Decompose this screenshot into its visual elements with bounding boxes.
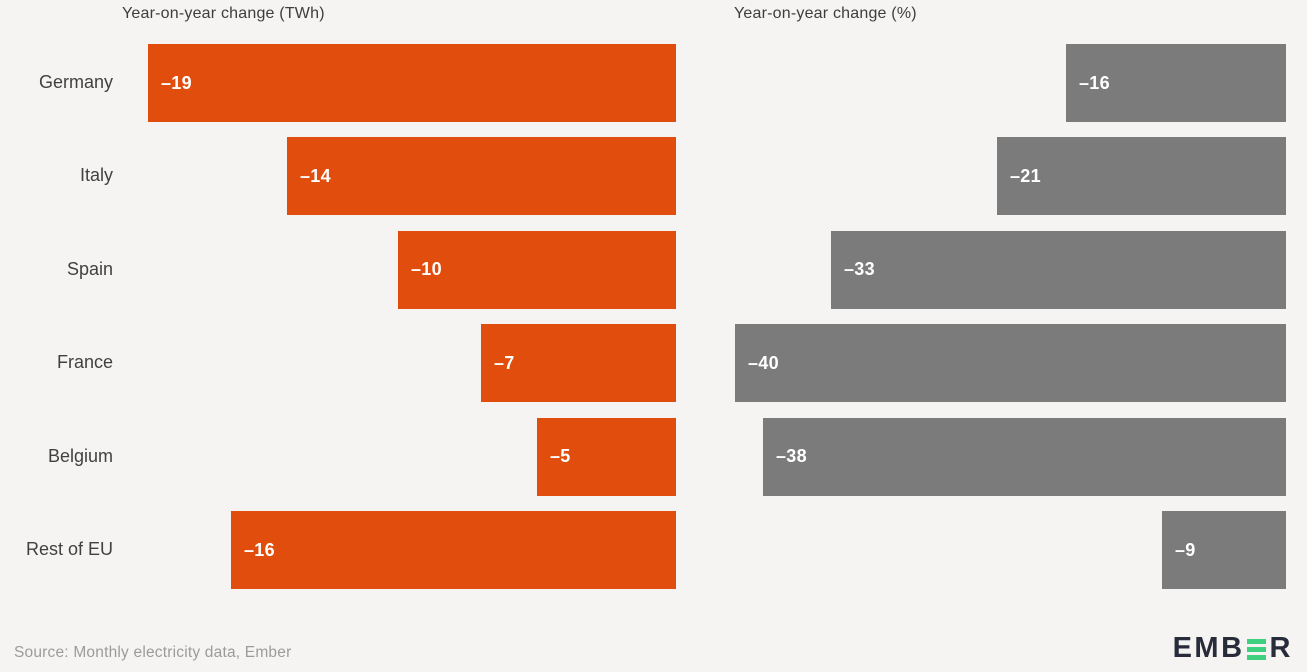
pct-bar-rest-of-eu: –9 [1162,511,1286,589]
pct-bar-spain: –33 [831,230,1286,309]
category-label: Italy [79,165,113,186]
category-label: Belgium [47,445,113,466]
bar-value-label: –16 [1079,72,1110,93]
bar-value-label: –7 [494,352,515,373]
category-label: Rest of EU [25,539,113,559]
twh-bar-belgium: –5 [537,417,676,496]
ember-logo-green-e-icon [1246,638,1266,660]
twh-bar-italy: –14 [287,137,676,216]
bar-value-label: –38 [776,446,807,467]
ember-logo: EMB R [1173,633,1293,663]
pct-bar-germany: –16 [1066,44,1286,122]
bar-value-label: –16 [244,539,275,560]
right-panel-title: Year-on-year change (%) [734,5,917,22]
source-note: Source: Monthly electricity data, Ember [14,644,292,661]
category-label: France [56,352,113,373]
twh-bar-spain: –10 [398,230,676,309]
pct-bar-italy: –21 [997,137,1286,216]
ember-logo-text-after: R [1269,632,1293,664]
bar-value-label: –10 [411,259,442,280]
pct-bar-belgium: –38 [763,417,1286,496]
twh-bar-germany: –19 [148,44,676,122]
bar-value-label: –33 [844,259,875,280]
bar-value-label: –21 [1010,165,1041,186]
category-label: Germany [38,72,113,92]
bar-value-label: –5 [550,446,571,467]
left-panel-title: Year-on-year change (TWh) [122,5,325,22]
bar-value-label: –19 [161,72,192,93]
category-label: Spain [66,258,113,279]
ember-logo-text-before: EMB [1172,632,1245,664]
twh-bar-rest-of-eu: –16 [231,511,676,589]
bar-value-label: –40 [748,352,779,373]
pct-bar-france: –40 [735,324,1286,403]
twh-bar-france: –7 [481,324,676,403]
bar-value-label: –9 [1175,539,1196,560]
bar-value-label: –14 [300,165,331,186]
